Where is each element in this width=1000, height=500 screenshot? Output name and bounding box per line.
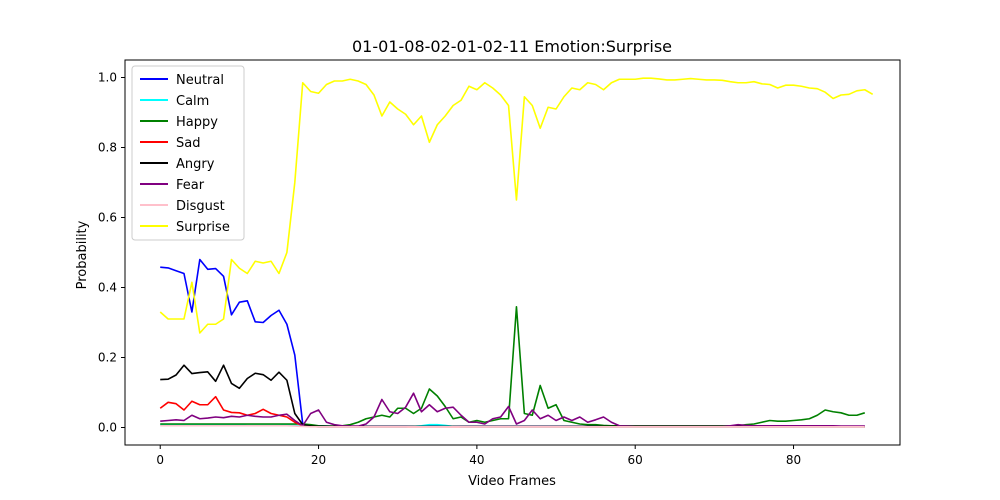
chart-title: 01-01-08-02-01-02-11 Emotion:Surprise bbox=[352, 37, 672, 56]
axes: 0 20 40 60 80 0.0 0.2 0.4 0.6 0.8 1.0 bbox=[98, 59, 901, 467]
legend-box bbox=[131, 65, 245, 241]
y-tick-label: 0.0 bbox=[98, 421, 117, 435]
series-line-surprise bbox=[159, 77, 874, 334]
x-tick-label: 80 bbox=[786, 453, 801, 467]
y-tick-label: 0.4 bbox=[98, 281, 117, 295]
series-line-fear bbox=[160, 392, 865, 428]
y-tick-label: 0.8 bbox=[98, 141, 117, 155]
x-tick-label: 40 bbox=[469, 453, 484, 467]
x-tick-label: 20 bbox=[311, 453, 326, 467]
series-line-happy bbox=[160, 305, 866, 427]
legend-label-angry: Angry bbox=[176, 157, 215, 172]
plot-area bbox=[159, 77, 874, 428]
legend-label-neutral: Neutral bbox=[176, 73, 224, 88]
y-tick-label: 1.0 bbox=[98, 71, 117, 85]
axes-frame bbox=[124, 59, 901, 446]
legend-label-fear: Fear bbox=[176, 178, 205, 193]
legend-label-surprise: Surprise bbox=[176, 220, 230, 235]
legend-label-happy: Happy bbox=[176, 115, 218, 130]
legend-label-disgust: Disgust bbox=[176, 199, 225, 214]
series-line-disgust bbox=[160, 424, 865, 428]
y-tick-label: 0.6 bbox=[98, 211, 117, 225]
legend: Neutral Calm Happy Sad Angry Fear Disgust Surpr… bbox=[131, 65, 245, 241]
x-tick-label: 60 bbox=[628, 453, 643, 467]
legend-label-sad: Sad bbox=[176, 136, 200, 151]
y-tick-label: 0.2 bbox=[98, 351, 117, 365]
y-axis-label: Probability bbox=[75, 220, 90, 289]
x-axis-label: Video Frames bbox=[468, 474, 556, 489]
legend-label-calm: Calm bbox=[176, 94, 209, 109]
x-tick-label: 0 bbox=[156, 453, 164, 467]
